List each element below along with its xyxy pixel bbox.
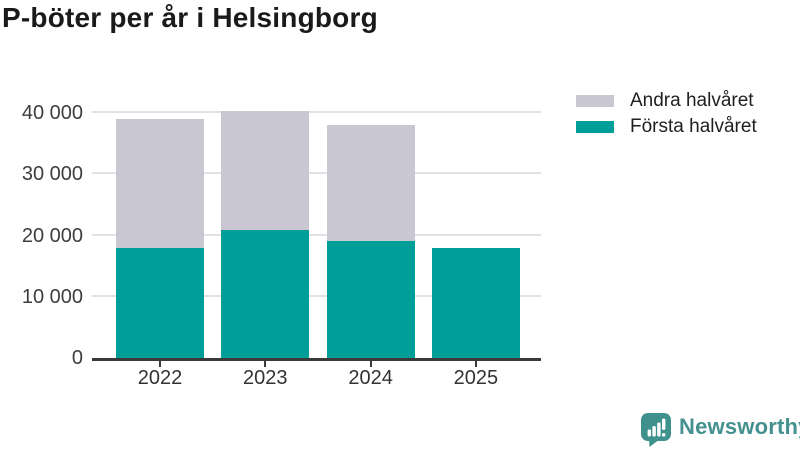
legend-swatch-andra-halv-ret bbox=[576, 95, 614, 107]
x-axis-tick bbox=[159, 361, 161, 367]
bar-segment-2025-f-rsta-halv-ret bbox=[431, 247, 520, 358]
legend-label: Första halvåret bbox=[630, 116, 757, 137]
y-tick-label: 30 000 bbox=[21, 163, 83, 186]
y-tick-label: 10 000 bbox=[21, 285, 83, 308]
plot-area bbox=[92, 101, 541, 361]
gridline bbox=[92, 294, 541, 297]
chart-title: P-böter per år i Helsingborg bbox=[2, 2, 378, 33]
legend: Andra halvåret Första halvåret bbox=[576, 88, 757, 140]
legend-label: Andra halvåret bbox=[630, 90, 754, 111]
gridline bbox=[92, 172, 541, 175]
gridline bbox=[92, 233, 541, 236]
legend-item: Första halvåret bbox=[576, 114, 757, 140]
brand-name: Newsworthy bbox=[679, 414, 800, 439]
x-tick-label: 2024 bbox=[348, 367, 393, 389]
bar-segment-2024-f-rsta-halv-ret bbox=[326, 240, 415, 358]
bar-segment-2022-andra-halv-ret bbox=[116, 119, 204, 248]
newsworthy-logo-icon bbox=[641, 413, 671, 447]
y-tick-label: 0 bbox=[71, 347, 83, 369]
x-tick-label: 2023 bbox=[243, 367, 288, 389]
x-axis-tick bbox=[264, 361, 267, 367]
newsworthy-brand-link[interactable]: Newsworthy bbox=[640, 412, 800, 447]
x-tick-label: 2022 bbox=[137, 367, 183, 389]
bar-segment-2022-f-rsta-halv-ret bbox=[116, 247, 204, 358]
bar-segment-2023-andra-halv-ret bbox=[221, 110, 310, 230]
gridline bbox=[92, 111, 541, 114]
legend-swatch-f-rsta-halv-ret bbox=[576, 121, 614, 133]
bar-segment-2023-f-rsta-halv-ret bbox=[221, 229, 310, 358]
y-tick-label: 20 000 bbox=[21, 224, 83, 247]
bar-segment-2024-andra-halv-ret bbox=[326, 124, 415, 241]
legend-item: Andra halvåret bbox=[576, 88, 757, 114]
x-axis-tick bbox=[474, 361, 477, 367]
x-axis-tick bbox=[369, 361, 372, 367]
x-tick-label: 2025 bbox=[453, 367, 499, 389]
y-tick-label: 40 000 bbox=[21, 102, 83, 125]
